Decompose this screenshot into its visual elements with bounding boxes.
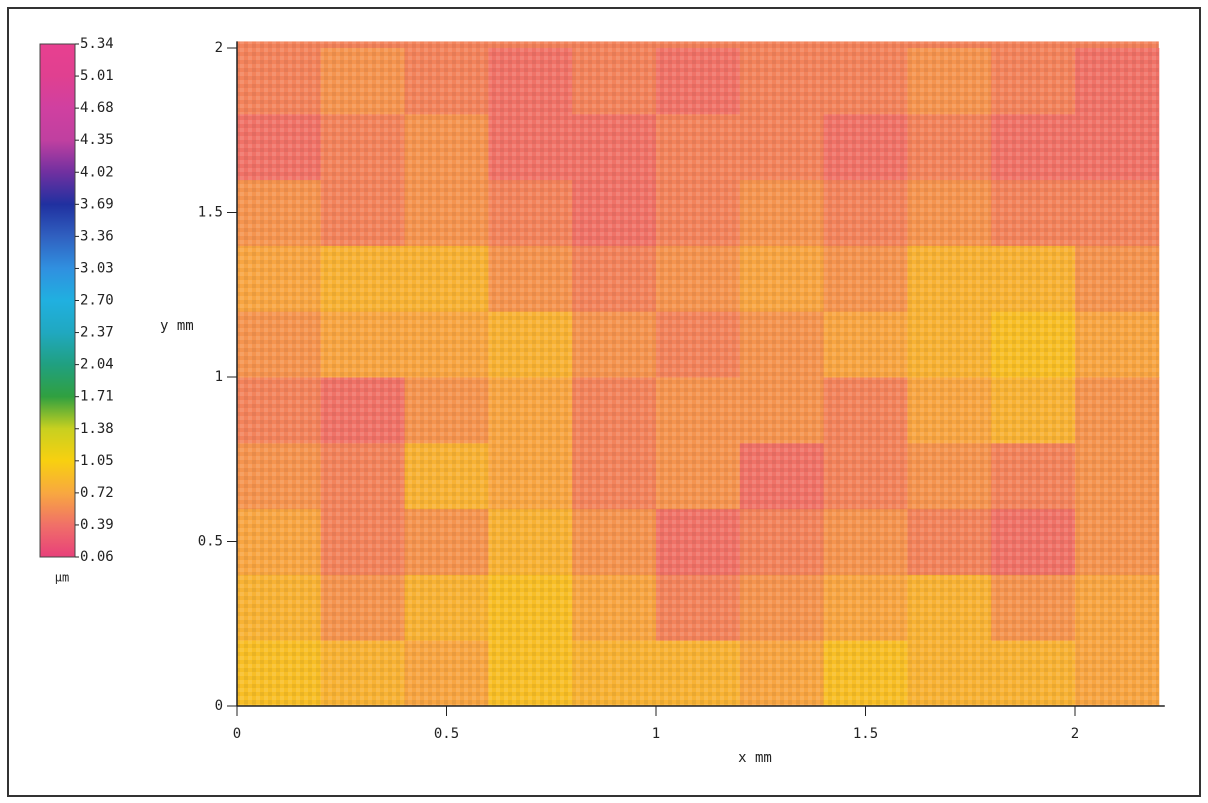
x-tick-label: 0.5	[434, 726, 459, 742]
colorbar-tick-label: 4.35	[80, 132, 114, 148]
colorbar-tick-label: 0.72	[80, 485, 114, 501]
colorbar-tick-label: 5.34	[80, 36, 114, 52]
y-tick-label: 0	[215, 698, 223, 714]
texture	[237, 41, 1159, 707]
y-tick-label: 1	[215, 369, 223, 385]
colorbar	[39, 43, 76, 558]
colorbar-tick-label: 2.37	[80, 325, 114, 341]
colorbar-tick-label: 0.39	[80, 517, 114, 533]
colorbar-tick-label: 4.02	[80, 164, 114, 180]
x-tick-label: 0	[233, 726, 241, 742]
colorbar-tick-label: 2.70	[80, 293, 114, 309]
colorbar-tick-label: 1.71	[80, 389, 114, 405]
x-tick-label: 2	[1071, 726, 1079, 742]
y-tick-label: 2	[215, 40, 223, 56]
y-tick-label: 0.5	[198, 534, 223, 550]
x-tick-label: 1.5	[853, 726, 878, 742]
x-axis-label: x mm	[738, 750, 772, 766]
colorbar-unit: µm	[55, 571, 69, 585]
colorbar-tick-label: 3.03	[80, 260, 114, 276]
colorbar-tick-label: 5.01	[80, 68, 114, 84]
y-axis-label: y mm	[160, 318, 194, 334]
colorbar-tick-label: 4.68	[80, 100, 114, 116]
colorbar-tick-label: 3.69	[80, 196, 114, 212]
frame	[7, 7, 1201, 797]
x-tick-label: 1	[652, 726, 660, 742]
colorbar-tick-label: 1.38	[80, 421, 114, 437]
colorbar-tick-label: 0.06	[80, 549, 114, 565]
y-tick-label: 1.5	[198, 205, 223, 221]
colorbar-tick-label: 2.04	[80, 357, 114, 373]
colorbar-tick-label: 3.36	[80, 228, 114, 244]
colorbar-tick-label: 1.05	[80, 453, 114, 469]
